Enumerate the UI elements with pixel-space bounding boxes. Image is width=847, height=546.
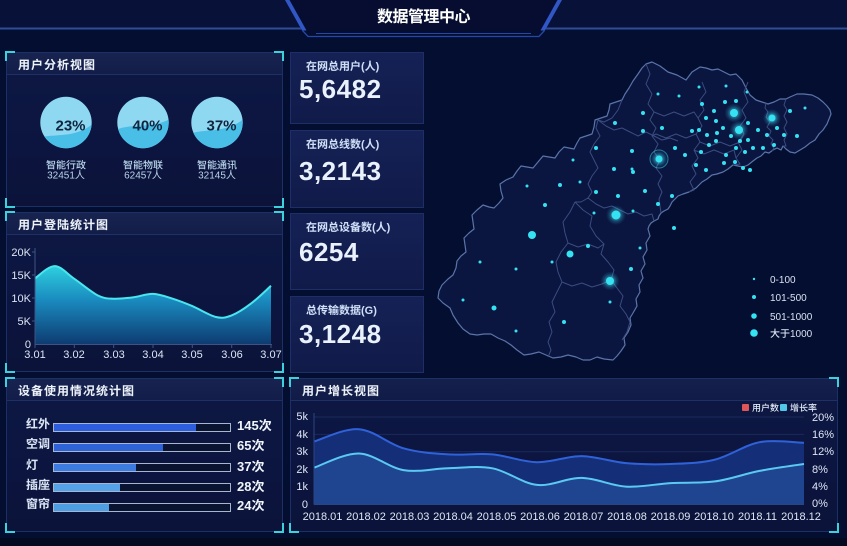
svg-text:10K: 10K [11, 293, 31, 305]
svg-text:2k: 2k [296, 464, 308, 476]
svg-text:2018.05: 2018.05 [477, 511, 517, 523]
svg-text:0-100: 0-100 [770, 275, 796, 286]
svg-text:0%: 0% [812, 498, 828, 510]
svg-text:16%: 16% [812, 429, 834, 441]
svg-text:3.06: 3.06 [221, 349, 242, 361]
svg-text:15K: 15K [11, 270, 31, 282]
svg-text:3.07: 3.07 [260, 349, 281, 361]
svg-text:12%: 12% [812, 446, 834, 458]
svg-text:用户数: 用户数 [752, 401, 779, 414]
svg-text:32145人: 32145人 [198, 170, 236, 182]
svg-text:2018.04: 2018.04 [433, 511, 473, 523]
svg-text:3.02: 3.02 [63, 349, 84, 361]
svg-text:62457人: 62457人 [124, 170, 162, 182]
svg-text:3k: 3k [296, 446, 308, 458]
svg-text:智能通讯: 智能通讯 [197, 157, 237, 172]
svg-text:2018.12: 2018.12 [781, 511, 821, 523]
svg-text:3.04: 3.04 [142, 349, 163, 361]
svg-text:1k: 1k [296, 481, 308, 493]
svg-text:20K: 20K [11, 247, 31, 259]
svg-text:0: 0 [25, 339, 31, 351]
svg-text:2018.10: 2018.10 [694, 511, 734, 523]
svg-text:23%: 23% [55, 118, 85, 135]
svg-text:2018.02: 2018.02 [346, 511, 386, 523]
svg-text:501-1000: 501-1000 [770, 312, 813, 323]
svg-text:101-500: 101-500 [770, 293, 807, 304]
svg-text:2018.03: 2018.03 [390, 511, 430, 523]
svg-text:37%: 37% [206, 118, 236, 135]
svg-text:4%: 4% [812, 481, 828, 493]
svg-text:2018.08: 2018.08 [607, 511, 647, 523]
svg-text:4k: 4k [296, 429, 308, 441]
svg-text:32451人: 32451人 [47, 170, 85, 182]
svg-text:2018.01: 2018.01 [303, 511, 343, 523]
svg-text:2018.07: 2018.07 [564, 511, 604, 523]
svg-text:0: 0 [302, 499, 308, 511]
svg-text:5k: 5k [296, 411, 308, 423]
svg-text:3.03: 3.03 [103, 349, 124, 361]
svg-text:40%: 40% [132, 118, 162, 135]
svg-text:3.01: 3.01 [24, 349, 45, 361]
svg-text:2018.06: 2018.06 [520, 511, 560, 523]
svg-text:2018.09: 2018.09 [651, 511, 691, 523]
svg-text:2018.11: 2018.11 [738, 511, 777, 523]
svg-text:增长率: 增长率 [790, 401, 817, 414]
svg-text:智能物联: 智能物联 [123, 157, 163, 172]
svg-text:智能行政: 智能行政 [46, 157, 86, 172]
svg-text:20%: 20% [812, 412, 834, 424]
svg-text:5K: 5K [18, 316, 32, 328]
svg-text:3.05: 3.05 [181, 349, 202, 361]
svg-text:8%: 8% [812, 464, 828, 476]
svg-text:大于1000: 大于1000 [770, 325, 813, 340]
